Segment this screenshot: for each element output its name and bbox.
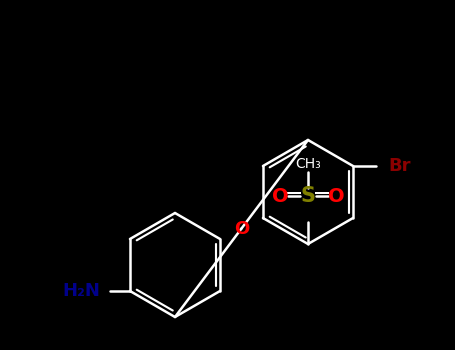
Text: O: O xyxy=(234,219,249,238)
Text: S: S xyxy=(300,186,315,206)
Text: Br: Br xyxy=(388,157,410,175)
Text: O: O xyxy=(328,187,344,205)
Text: CH₃: CH₃ xyxy=(295,157,321,171)
Text: O: O xyxy=(272,187,288,205)
Text: H₂N: H₂N xyxy=(62,282,100,300)
